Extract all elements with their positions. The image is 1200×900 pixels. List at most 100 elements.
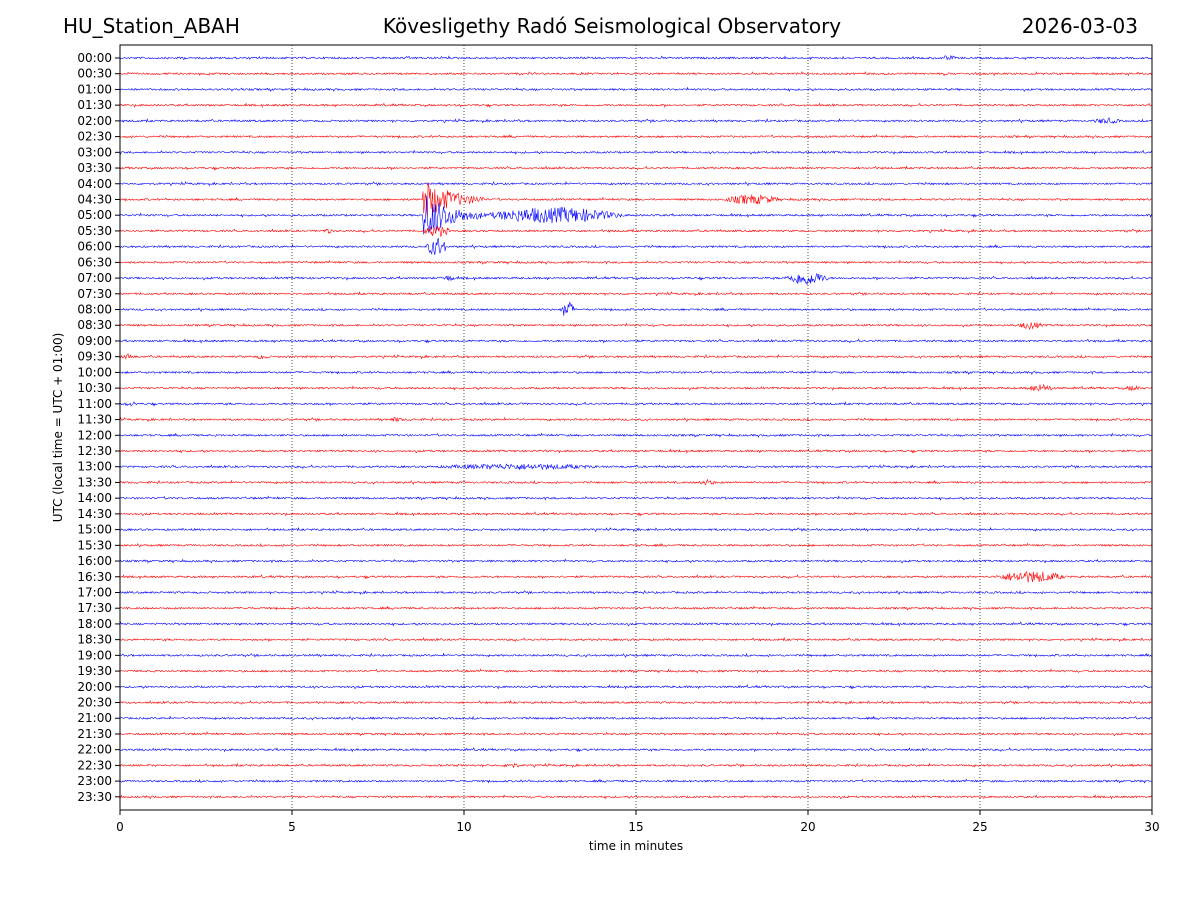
y-tick-label: 18:00 — [77, 617, 112, 631]
trace-row-0500 — [119, 195, 1153, 235]
trace-row-0930 — [119, 353, 1153, 360]
y-tick-label: 01:30 — [77, 98, 112, 112]
y-tick-label: 17:00 — [77, 585, 112, 599]
trace-row-1830 — [119, 636, 1153, 643]
trace-row-1430 — [119, 511, 1153, 517]
trace-row-2230 — [119, 762, 1153, 769]
y-tick-label: 19:30 — [77, 664, 112, 678]
traces — [119, 55, 1153, 800]
trace-row-1630 — [119, 571, 1153, 583]
y-tick-label: 10:00 — [77, 365, 112, 379]
y-tick-label: 18:30 — [77, 633, 112, 647]
y-tick-label: 13:00 — [77, 460, 112, 474]
y-tick-label: 22:00 — [77, 743, 112, 757]
y-tick-label: 14:00 — [77, 491, 112, 505]
y-tick-label: 03:00 — [77, 145, 112, 159]
y-tick-label: 03:30 — [77, 161, 112, 175]
x-tick-label: 5 — [288, 820, 296, 834]
trace-row-1930 — [119, 668, 1153, 674]
trace-row-1330 — [119, 478, 1153, 486]
trace-row-0200 — [119, 117, 1153, 125]
chart-date: 2026-03-03 — [1021, 14, 1138, 38]
station-name: HU_Station_ABAH — [63, 14, 240, 38]
trace-row-0230 — [119, 133, 1153, 140]
y-tick-label: 21:00 — [77, 711, 112, 725]
y-tick-label: 01:00 — [77, 82, 112, 96]
chart-title: Kövesligethy Radó Seismological Observat… — [382, 14, 842, 38]
trace-row-1730 — [119, 605, 1153, 611]
y-tick-label: 10:30 — [77, 381, 112, 395]
trace-row-1530 — [119, 542, 1153, 548]
y-tick-label: 07:00 — [77, 271, 112, 285]
y-tick-label: 20:00 — [77, 680, 112, 694]
y-tick-label: 19:00 — [77, 648, 112, 662]
trace-row-1300 — [119, 463, 1153, 471]
y-tick-label: 04:00 — [77, 177, 112, 191]
trace-row-1100 — [119, 401, 1153, 407]
y-tick-label: 16:30 — [77, 570, 112, 584]
x-tick-label: 30 — [1144, 820, 1159, 834]
trace-row-0400 — [119, 180, 1153, 187]
trace-row-1800 — [119, 621, 1153, 627]
y-tick-label: 04:30 — [77, 192, 112, 206]
trace-row-0430 — [119, 182, 1153, 218]
y-tick-label: 23:00 — [77, 774, 112, 788]
trace-row-0800 — [119, 301, 1153, 316]
y-tick-label: 15:00 — [77, 523, 112, 537]
y-tick-label: 22:30 — [77, 758, 112, 772]
trace-row-1400 — [119, 495, 1153, 501]
y-tick-label: 08:00 — [77, 303, 112, 317]
grid — [291, 45, 981, 810]
trace-row-0900 — [119, 338, 1153, 344]
trace-row-0100 — [119, 86, 1153, 92]
y-tick-label: 17:30 — [77, 601, 112, 615]
trace-row-2330 — [119, 794, 1153, 800]
y-tick-label: 23:30 — [77, 790, 112, 804]
x-tick-label: 15 — [628, 820, 643, 834]
trace-row-2300 — [119, 778, 1153, 784]
y-tick-label: 16:00 — [77, 554, 112, 568]
trace-row-0030 — [119, 70, 1153, 77]
y-tick-label: 02:00 — [77, 114, 112, 128]
trace-row-1230 — [119, 448, 1153, 454]
x-ticks: 0 5 10 15 20 25 30 — [116, 810, 1160, 834]
trace-row-0730 — [119, 291, 1153, 297]
y-tick-label: 15:30 — [77, 538, 112, 552]
trace-row-1200 — [119, 432, 1153, 438]
y-tick-label: 12:30 — [77, 444, 112, 458]
y-tick-label: 11:00 — [77, 397, 112, 411]
trace-row-2000 — [119, 684, 1153, 690]
y-tick-label: 06:30 — [77, 255, 112, 269]
trace-row-0530 — [119, 225, 1153, 237]
y-tick-label: 00:00 — [77, 51, 112, 65]
trace-row-0600 — [119, 237, 1153, 255]
y-tick-label: 11:30 — [77, 413, 112, 427]
y-tick-label: 13:30 — [77, 475, 112, 489]
y-tick-label: 05:00 — [77, 208, 112, 222]
trace-row-1130 — [119, 416, 1153, 423]
y-tick-label: 09:00 — [77, 334, 112, 348]
trace-row-0300 — [119, 149, 1153, 156]
y-tick-label: 00:30 — [77, 67, 112, 81]
y-tick-label: 20:30 — [77, 696, 112, 710]
trace-row-0630 — [119, 259, 1153, 265]
x-tick-label: 10 — [456, 820, 471, 834]
x-tick-label: 25 — [972, 820, 987, 834]
y-tick-label: 21:30 — [77, 727, 112, 741]
x-tick-label: 20 — [800, 820, 815, 834]
y-tick-label: 12:00 — [77, 428, 112, 442]
trace-row-1500 — [119, 526, 1153, 533]
y-axis-label: UTC (local time = UTC + 01:00) — [51, 333, 65, 523]
trace-row-1030 — [119, 383, 1153, 392]
trace-row-2200 — [119, 747, 1152, 753]
y-tick-label: 06:00 — [77, 240, 112, 254]
y-tick-label: 02:30 — [77, 130, 112, 144]
trace-row-1000 — [119, 369, 1153, 375]
y-tick-label: 07:30 — [77, 287, 112, 301]
trace-row-0330 — [119, 165, 1153, 171]
trace-row-0700 — [119, 273, 1153, 286]
x-tick-label: 0 — [116, 820, 124, 834]
y-tick-label: 08:30 — [77, 318, 112, 332]
